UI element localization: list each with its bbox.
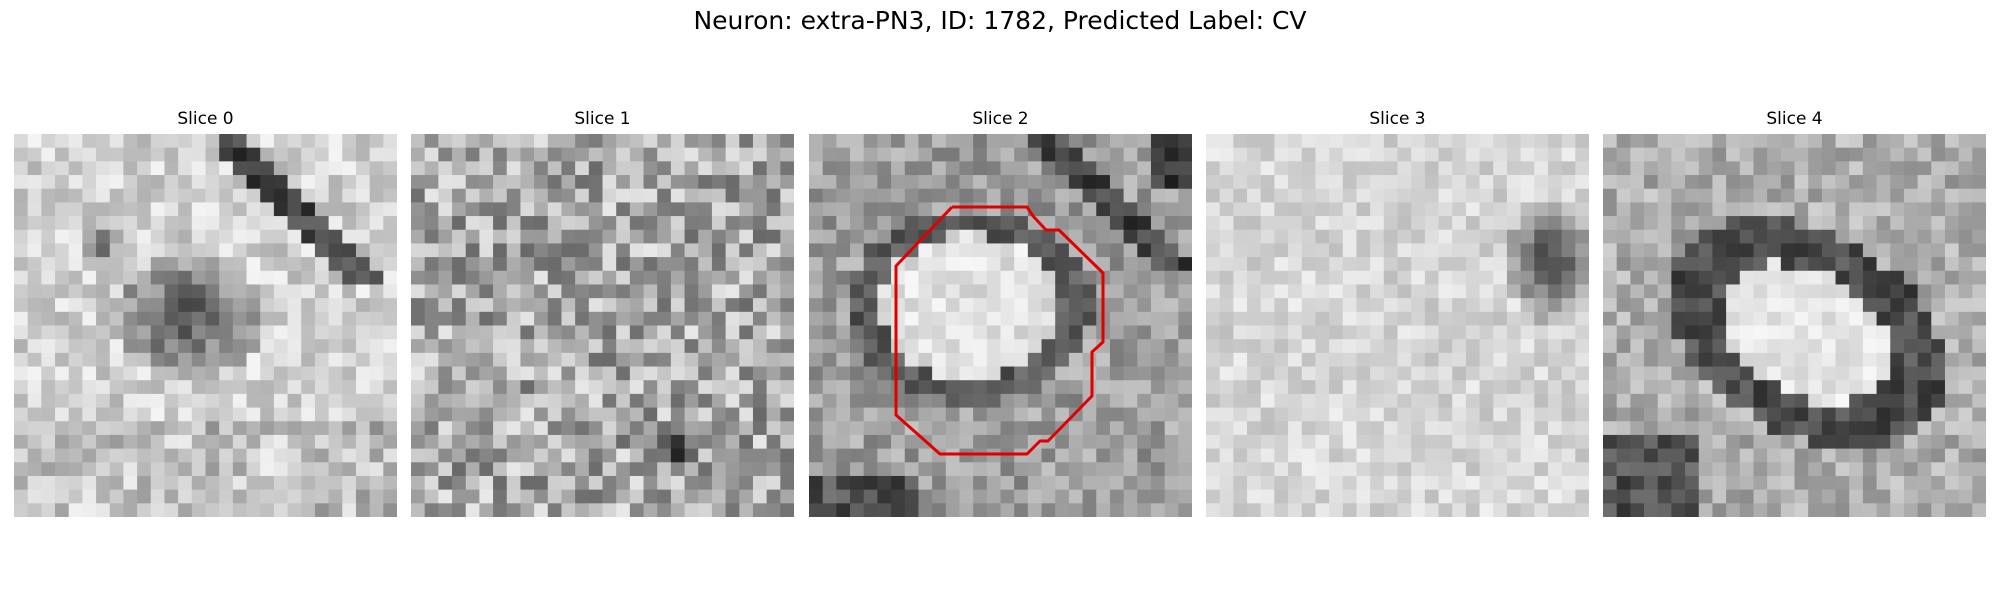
contour-outline <box>894 205 1105 456</box>
panel-title-slice-1: Slice 1 <box>574 109 631 129</box>
slice-1-image <box>411 134 794 517</box>
slice-4-image <box>1603 134 1986 517</box>
panel-title-slice-4: Slice 4 <box>1766 109 1823 129</box>
figure-title: Neuron: extra-PN3, ID: 1782, Predicted L… <box>693 6 1307 35</box>
slice-2-image <box>809 134 1192 517</box>
slice-0-image <box>14 134 397 517</box>
panel-title-slice-3: Slice 3 <box>1369 109 1426 129</box>
panel-title-slice-2: Slice 2 <box>972 109 1029 129</box>
slice-3-image <box>1206 134 1589 517</box>
panel-title-slice-0: Slice 0 <box>177 109 234 129</box>
